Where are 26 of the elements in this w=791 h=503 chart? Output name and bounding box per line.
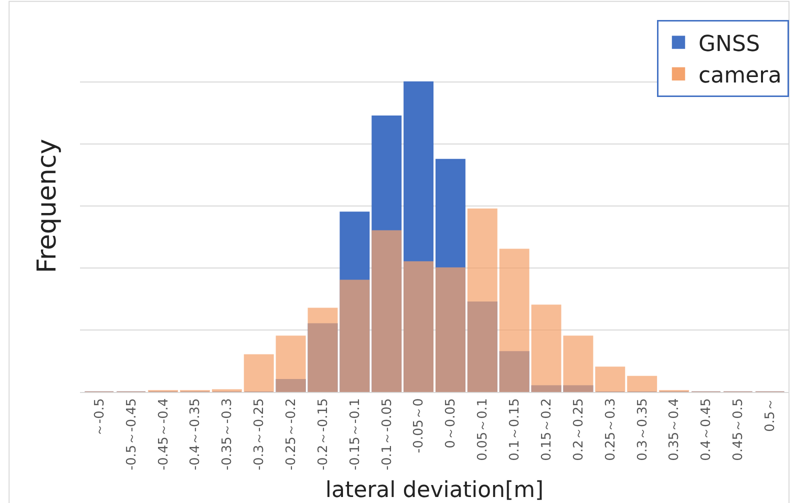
x-tick-label: 0.2～0.25 [571, 398, 586, 461]
x-tick-label: -0.15～-0.1 [348, 398, 363, 470]
x-tick-label: -0.4～-0.35 [188, 398, 204, 470]
legend-label: GNSS [698, 32, 760, 57]
x-tick-label: 0.3～0.35 [635, 398, 650, 461]
x-tick-label: 0.4～0.45 [699, 398, 714, 461]
x-tick-label: -0.25～-0.2 [284, 398, 300, 470]
x-tick-label: ～-0.5 [92, 398, 108, 437]
x-tick-label: -0.2～-0.15 [316, 398, 331, 470]
x-tick-label: -0.45～-0.4 [156, 398, 172, 470]
x-tick-label: 0.15～0.2 [540, 398, 555, 461]
x-tick-label: 0.05～0.1 [476, 398, 491, 461]
x-tick-label: 0.35～0.4 [667, 398, 682, 461]
x-tick-label: -0.5～-0.45 [124, 398, 140, 470]
x-axis-title: lateral deviation[m] [325, 478, 544, 503]
y-axis-title: Frequency [32, 138, 62, 274]
x-tick-label: 0.45～0.5 [731, 398, 746, 461]
x-tick-label: 0～0.05 [444, 398, 459, 448]
x-tick-label: -0.35～-0.3 [220, 398, 236, 470]
legend-label: camera [698, 63, 782, 88]
x-tick-label: -0.05～0 [412, 398, 427, 454]
x-tick-label: -0.3～-0.25 [252, 398, 268, 470]
x-tick-label: 0.1～0.15 [508, 398, 523, 461]
x-tick-label: -0.1～-0.05 [380, 398, 395, 470]
x-tick-label: 0.25～0.3 [603, 398, 618, 461]
x-tick-label: 0.5～ [763, 398, 778, 432]
